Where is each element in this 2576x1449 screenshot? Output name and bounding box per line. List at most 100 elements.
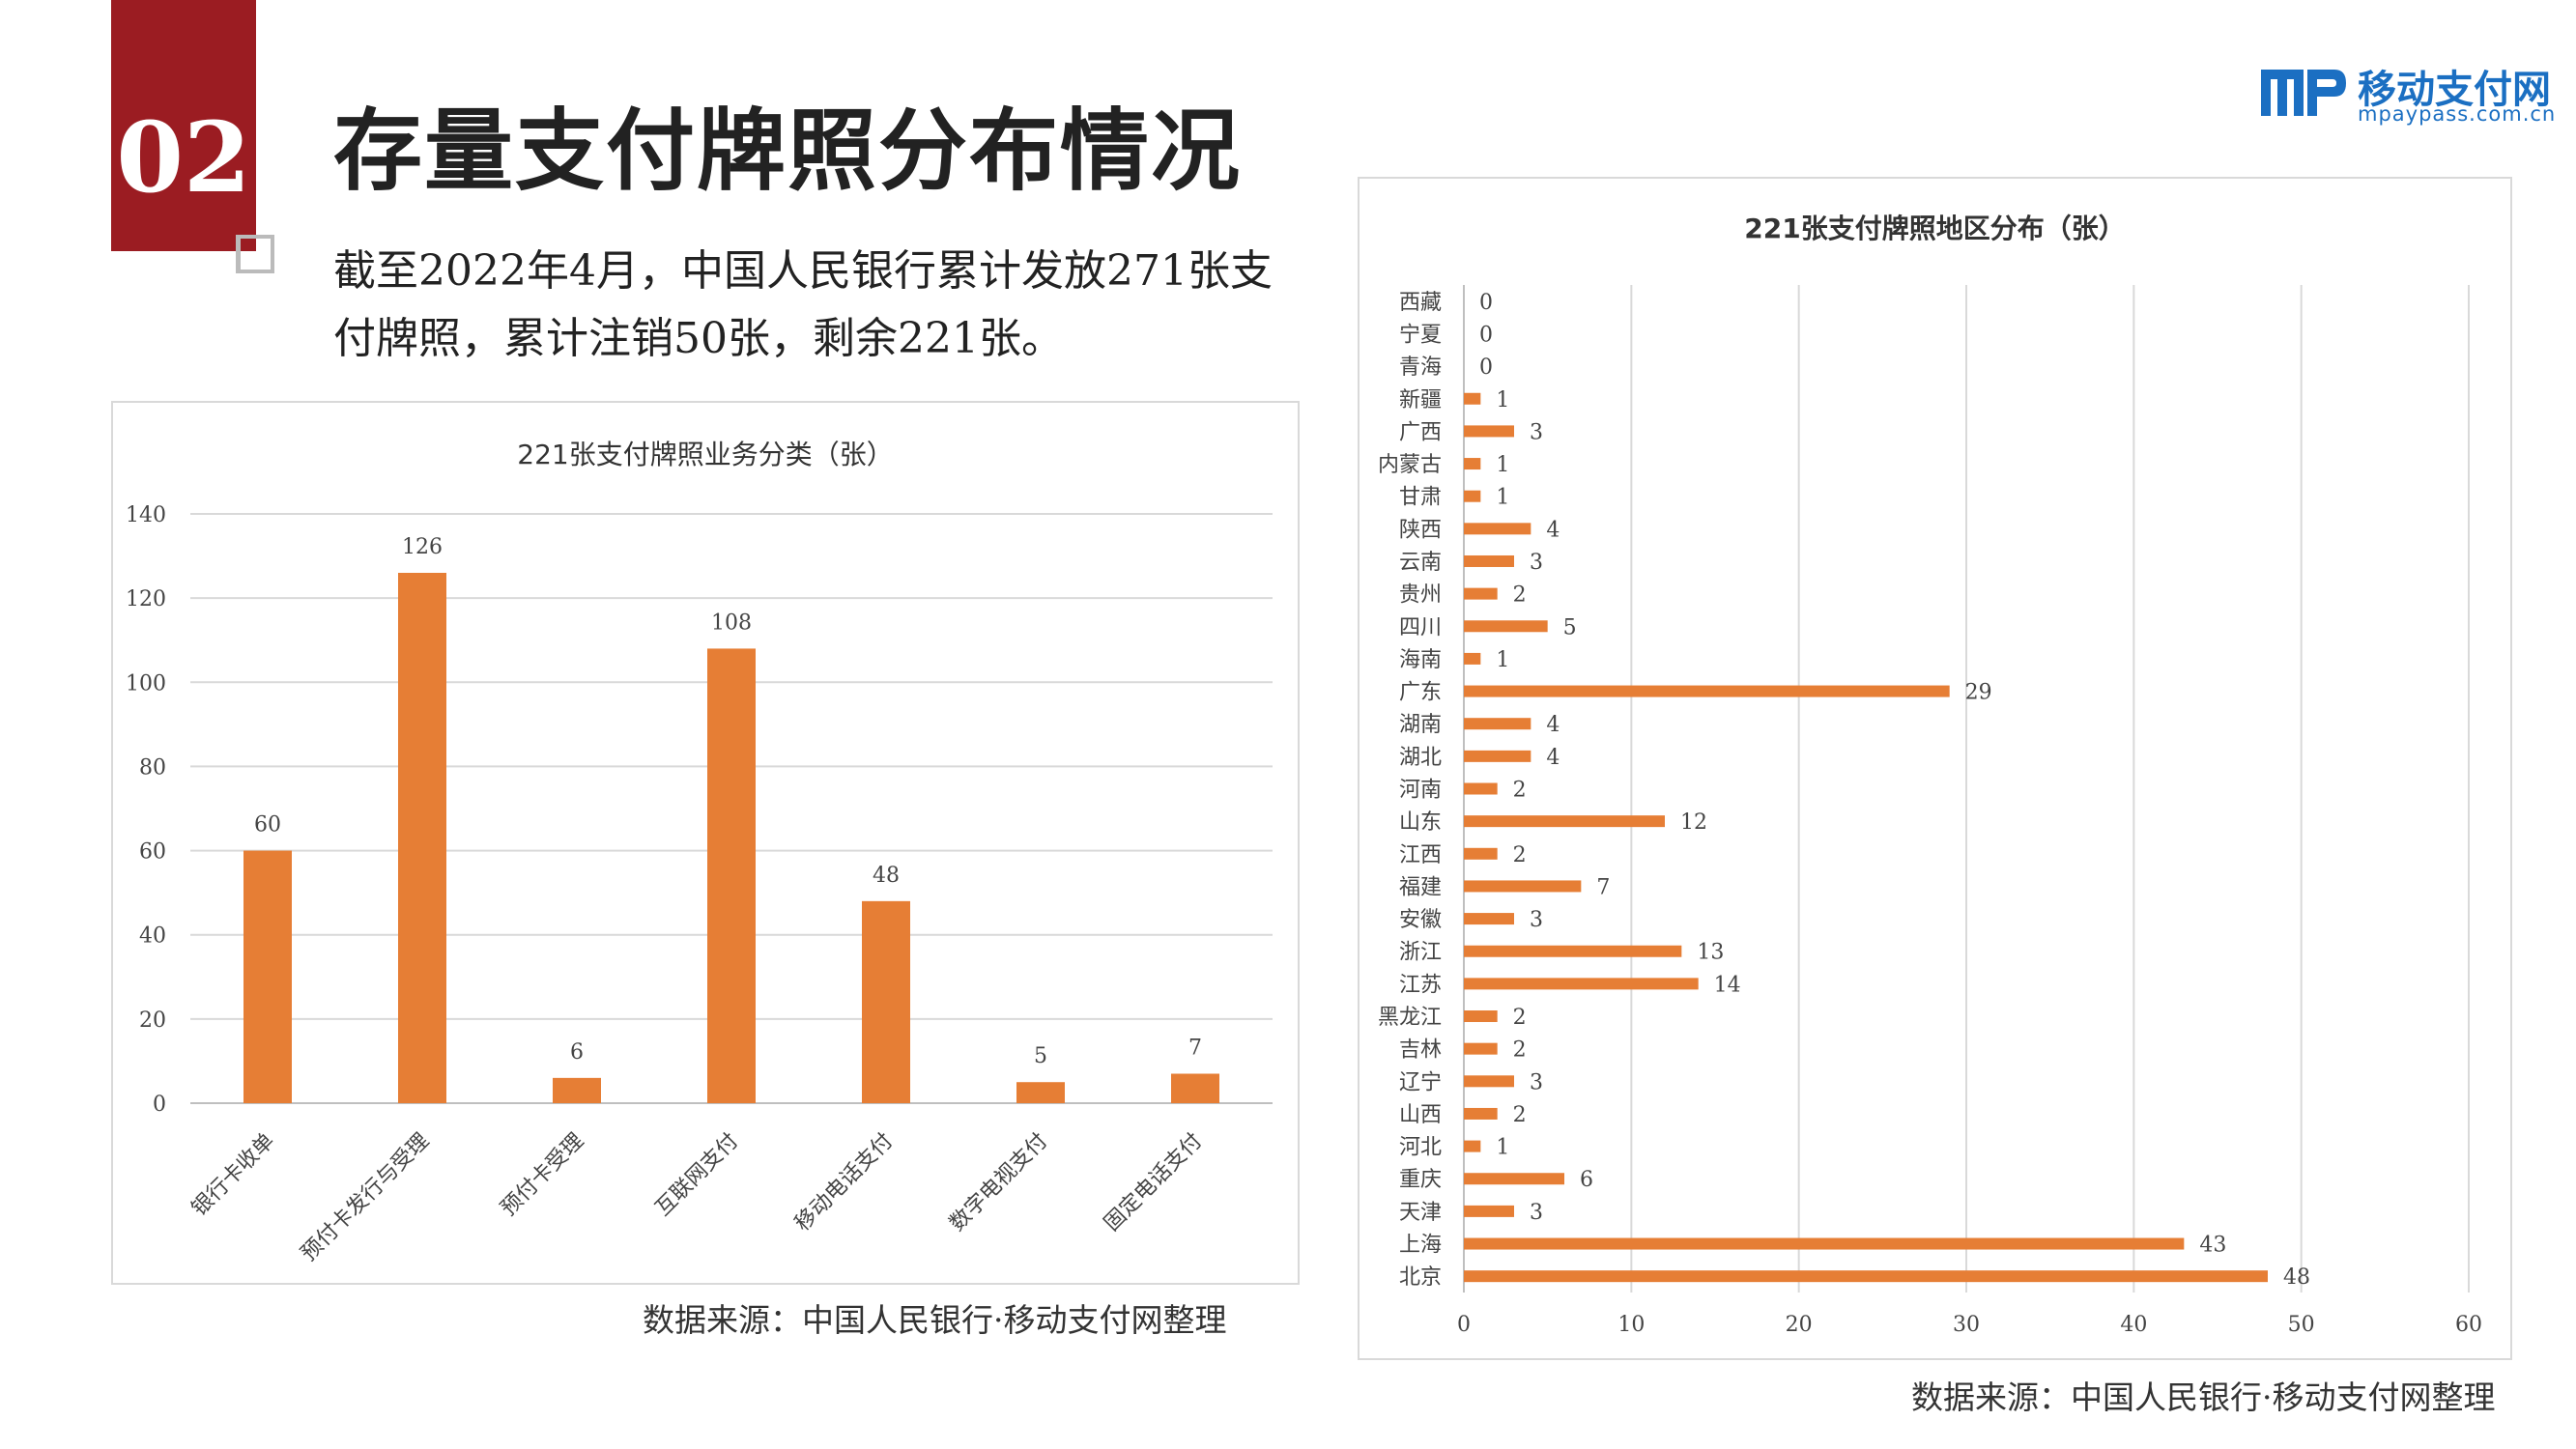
data-label: 48 (873, 864, 900, 888)
data-label: 0 (1479, 291, 1493, 315)
y-tick-label: 河南 (1399, 779, 1442, 803)
horizontal-bar-chart-svg: 0 10 20 30 40 50 60 西藏 0 宁夏 0 青海 0 新疆 1 广西 3 内蒙古 1 甘肃 1 陕西 4 云南… (1378, 285, 2482, 1337)
y-tick-label: 黑龙江 (1378, 1006, 1442, 1030)
y-tick-label: 青海 (1399, 355, 1442, 380)
data-label: 2 (1513, 1038, 1527, 1063)
y-tick-label: 河北 (1399, 1136, 1442, 1160)
y-tick-label: 内蒙古 (1378, 453, 1442, 477)
data-label: 60 (254, 813, 281, 838)
y-tick-label: 100 (126, 671, 166, 696)
x-tick-label: 移动电话支付 (790, 1129, 898, 1236)
y-tick-label: 湖北 (1399, 746, 1442, 770)
x-tick-label: 40 (2120, 1313, 2147, 1337)
logo-domain: mpaypass.com.cn (2358, 102, 2557, 126)
bar (1464, 880, 1582, 893)
region-distribution-chart: 221张支付牌照地区分布（张） 0 10 20 30 40 50 60 西藏 0 宁夏 0 青海 0 新疆… (1358, 177, 2512, 1360)
bar (1464, 587, 1498, 600)
data-label: 1 (1496, 648, 1509, 672)
intro-text: 截至2022年4月，中国人民银行累计发放271张支付牌照，累计注销50张，剩余2… (333, 246, 1273, 363)
bar (707, 648, 756, 1103)
bar (1464, 685, 1950, 697)
logo: 移动支付网 mpaypass.com.cn (2261, 56, 2561, 126)
y-tick-label: 辽宁 (1399, 1070, 1442, 1094)
bar (1464, 750, 1531, 762)
data-label: 3 (1530, 551, 1543, 575)
bar (1464, 490, 1481, 502)
chart-title: 221张支付牌照地区分布（张） (1744, 213, 2126, 244)
bar (1464, 782, 1498, 795)
data-label: 1 (1496, 453, 1509, 477)
y-tick-label: 60 (139, 840, 166, 865)
x-tick-label: 银行卡收单 (187, 1129, 279, 1221)
y-tick-label: 新疆 (1399, 388, 1442, 412)
x-tick-label: 数字电视支付 (945, 1129, 1052, 1236)
x-tick-label: 互联网支付 (651, 1129, 743, 1221)
data-label: 1 (1496, 486, 1509, 510)
data-label: 108 (711, 611, 752, 635)
x-tick-label: 10 (1617, 1313, 1645, 1337)
y-tick-label: 安徽 (1399, 908, 1442, 932)
data-source-left: 数据来源：中国人民银行·移动支付网整理 (643, 1301, 1227, 1339)
bar (1464, 458, 1481, 470)
data-label: 13 (1697, 941, 1724, 965)
data-label: 2 (1513, 843, 1527, 867)
y-tick-label: 上海 (1399, 1234, 1442, 1258)
data-label: 4 (1546, 518, 1560, 542)
y-tick-label: 0 (153, 1093, 166, 1117)
data-label: 2 (1513, 1006, 1527, 1030)
data-label: 0 (1479, 355, 1493, 380)
bar (1464, 1107, 1498, 1120)
y-tick-label: 福建 (1399, 875, 1442, 899)
y-tick-label: 吉林 (1399, 1038, 1442, 1063)
data-label: 4 (1546, 746, 1560, 770)
x-tick-label: 0 (1457, 1313, 1471, 1337)
y-tick-label: 广东 (1399, 681, 1442, 705)
bar (1464, 652, 1481, 665)
y-tick-label: 120 (126, 587, 166, 611)
y-tick-label: 80 (139, 755, 166, 780)
bar (1464, 425, 1514, 438)
data-label: 6 (570, 1040, 584, 1065)
bar (1464, 392, 1481, 405)
data-label: 6 (1580, 1168, 1593, 1192)
bar (553, 1077, 601, 1103)
section-number: 02 (116, 100, 251, 214)
data-label: 2 (1513, 1103, 1527, 1127)
data-label: 0 (1479, 323, 1493, 347)
y-tick-label: 浙江 (1399, 941, 1442, 965)
bar-chart-svg: 0 20 40 60 80 100 120 140 60 银行卡收单 126 预付卡发行与受理 6 预付卡… (126, 503, 1273, 1266)
data-label: 5 (1034, 1044, 1047, 1068)
data-label: 3 (1530, 1070, 1543, 1094)
y-tick-label: 云南 (1399, 551, 1442, 575)
bar (1464, 1270, 2268, 1283)
bar (1016, 1082, 1065, 1103)
y-tick-label: 江西 (1399, 843, 1442, 867)
bar (1464, 847, 1498, 860)
data-label: 7 (1596, 875, 1610, 899)
data-label: 48 (2283, 1265, 2310, 1290)
bar (1464, 815, 1665, 828)
data-label: 3 (1530, 908, 1543, 932)
y-tick-label: 40 (139, 924, 166, 949)
bar (1464, 1140, 1481, 1152)
data-label: 1 (1496, 1136, 1509, 1160)
y-tick-label: 北京 (1399, 1265, 1442, 1290)
y-tick-label: 陕西 (1399, 518, 1442, 542)
bar (1464, 718, 1531, 730)
y-tick-label: 140 (126, 503, 166, 527)
data-label: 29 (1965, 681, 1992, 705)
bar (1464, 1075, 1514, 1088)
x-tick-label: 20 (1786, 1313, 1813, 1337)
bar (243, 850, 292, 1103)
x-tick-label: 预付卡受理 (497, 1129, 588, 1221)
logo-name: 移动支付网 (2358, 68, 2551, 112)
chart-title: 221张支付牌照业务分类（张） (517, 439, 894, 470)
bar (1464, 1010, 1498, 1023)
section-number-box: 02 (111, 0, 256, 251)
data-label: 12 (1680, 810, 1707, 835)
data-label: 2 (1513, 583, 1527, 608)
data-label: 1 (1496, 388, 1509, 412)
bar (1464, 945, 1682, 957)
bar (1464, 1205, 1514, 1217)
y-tick-label: 贵州 (1399, 583, 1442, 608)
